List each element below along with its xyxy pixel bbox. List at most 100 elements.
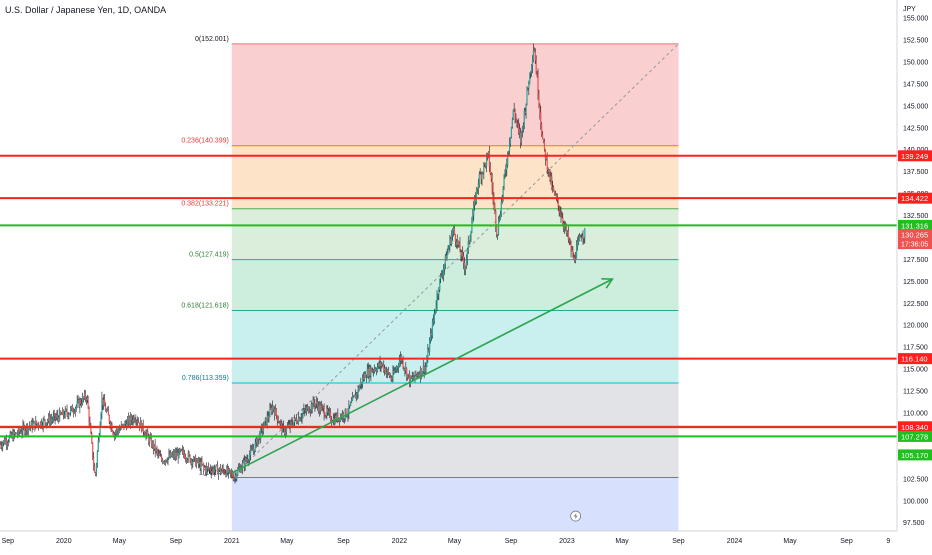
candle-body <box>63 415 65 417</box>
fib-level-label: 0.236(140.399) <box>181 138 228 145</box>
price-tick-label: 112.500 <box>903 389 928 396</box>
candle-body <box>3 440 6 444</box>
time-tick-label: Sep <box>170 538 183 545</box>
candle-body <box>317 405 320 412</box>
candle-body <box>287 424 289 427</box>
candle-body <box>86 398 88 400</box>
candle-body <box>37 423 40 426</box>
price-tick-label: 132.500 <box>903 213 928 220</box>
candle-body <box>455 241 457 245</box>
candle-body <box>576 242 579 247</box>
horizontal-levels[interactable]: 139.249134.422131.316116.140108.381108.3… <box>0 150 931 442</box>
candle-body <box>429 340 431 352</box>
candle-body <box>554 194 557 196</box>
candle-body <box>198 461 200 464</box>
candle-body <box>534 52 536 61</box>
candle-body <box>539 105 541 113</box>
candle-body <box>485 163 487 167</box>
candle-body <box>48 416 50 421</box>
candle-body <box>418 374 421 377</box>
candle-body <box>336 413 338 421</box>
candle-body <box>105 410 108 412</box>
candle-body <box>437 294 439 296</box>
candle-body <box>122 423 124 425</box>
candle-body <box>314 403 316 407</box>
candle-body <box>504 172 506 177</box>
candle-body <box>376 366 378 372</box>
candle-body <box>104 399 106 407</box>
candle-body <box>295 419 298 423</box>
candle-body <box>244 458 246 467</box>
candle-body <box>165 460 167 462</box>
candle-body <box>215 465 217 470</box>
trend-arrow[interactable] <box>231 277 614 474</box>
candle-body <box>503 176 505 187</box>
candle-body <box>93 457 95 467</box>
candle-body <box>226 467 228 476</box>
candle-body <box>296 422 299 424</box>
candle-body <box>128 417 131 424</box>
candle-body <box>207 467 210 469</box>
candle-body <box>393 370 395 373</box>
candle-body <box>40 421 42 427</box>
symbol-title: U.S. Dollar / Japanese Yen, 1D, OANDA <box>5 5 167 15</box>
candle-body <box>391 379 393 380</box>
candle-body <box>343 418 345 419</box>
candle-body <box>182 449 184 451</box>
candle-body <box>483 163 485 173</box>
candle-body <box>524 111 526 114</box>
candle-body <box>581 236 583 239</box>
candle-body <box>260 428 262 440</box>
candle-body <box>228 468 231 470</box>
time-axis[interactable]: Sep 2020 May Sep 2021 May Sep 2022 May Sep 2023 May… <box>0 530 932 550</box>
candle-body <box>11 434 13 437</box>
price-tag-label: 105.170 <box>901 451 928 460</box>
candle-body <box>561 216 563 219</box>
candle-body <box>558 205 560 213</box>
candle-body <box>492 188 494 199</box>
candle-body <box>48 416 51 424</box>
candle-body <box>516 119 518 124</box>
candle-body <box>176 452 178 456</box>
candle-body <box>386 369 389 373</box>
candle-body <box>169 454 171 457</box>
candle-body <box>59 411 62 414</box>
candle-body <box>444 255 446 265</box>
candle-body <box>473 205 475 216</box>
candle-body <box>153 443 155 449</box>
price-tick-label: 150.000 <box>903 59 928 66</box>
price-tick-label: 125.000 <box>903 279 928 286</box>
candle-body <box>413 377 415 379</box>
fib-level-label: 0.786(113.359) <box>182 375 229 382</box>
time-tick-label: May <box>113 538 127 545</box>
price-tick-label: 127.500 <box>903 257 928 264</box>
candle-body <box>290 421 292 423</box>
candle-body <box>384 368 386 371</box>
price-axis[interactable]: JPY97.500100.000102.500105.000107.500110… <box>896 0 932 550</box>
candle-body <box>130 416 132 421</box>
candle-body <box>484 163 486 164</box>
candle-body <box>301 414 303 419</box>
time-axis-bg <box>0 531 932 550</box>
candle-body <box>216 465 219 475</box>
fib-diagonal-line <box>231 43 679 478</box>
candle-body <box>382 364 384 366</box>
candle-body <box>306 408 308 412</box>
candle-body <box>521 126 524 131</box>
candle-body <box>507 153 509 166</box>
candle-body <box>337 413 339 421</box>
candle-body <box>540 112 542 124</box>
candle-body <box>9 433 11 437</box>
candle-body <box>351 401 353 403</box>
candle-body <box>452 228 455 231</box>
candle-body <box>223 469 225 473</box>
candle-body <box>25 430 27 434</box>
candle-body <box>497 220 500 235</box>
candle-body <box>311 404 313 409</box>
candle-body <box>92 442 94 458</box>
time-tick-label: Sep <box>840 538 853 545</box>
candle-body <box>463 255 465 264</box>
candle-body <box>1 445 3 447</box>
candle-body <box>132 417 134 422</box>
